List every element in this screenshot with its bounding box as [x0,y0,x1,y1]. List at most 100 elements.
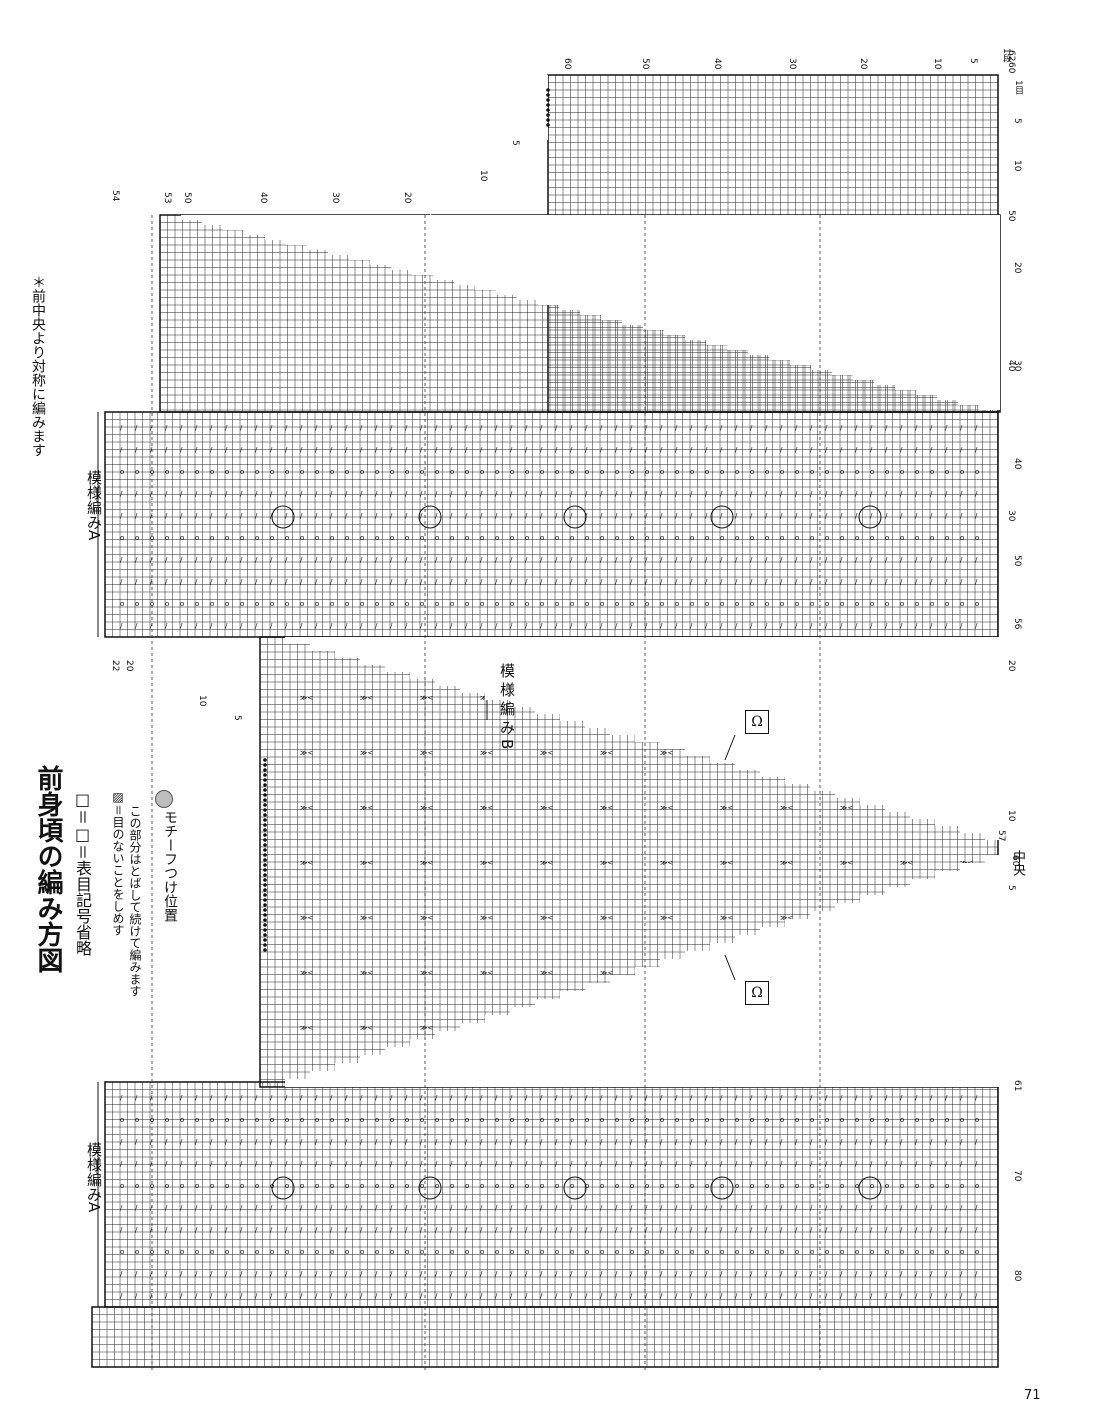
lace-symbol: / [840,424,843,432]
lace-symbol: / [120,1204,123,1212]
lace-symbol: / [195,1270,198,1278]
lace-symbol: / [375,1094,378,1102]
lace-symbol: / [840,1292,843,1300]
lace-symbol: / [690,512,693,520]
lace-symbol: / [450,556,453,564]
lace-symbol: / [510,578,513,586]
lace-symbol: / [705,446,708,454]
lace-symbol: / [180,1094,183,1102]
lace-symbol: / [915,490,918,498]
shoulder-bindoff-dot [546,123,550,127]
lace-symbol: / [255,556,258,564]
lace-symbol: / [900,1160,903,1168]
lace-symbol: o [165,468,169,476]
lace-symbol: / [135,1094,138,1102]
cable-symbol: ≫< [480,859,493,867]
lace-symbol: o [615,600,619,608]
lace-symbol: / [525,1094,528,1102]
lace-symbol: o [555,1116,559,1124]
cable-symbol: ≫< [420,749,433,757]
lace-symbol: / [330,1226,333,1234]
lace-symbol: / [585,578,588,586]
lace-symbol: / [660,622,663,630]
lace-symbol: / [150,1204,153,1212]
cable-symbol: ≫< [540,804,553,812]
lace-symbol: / [315,1138,318,1146]
lace-symbol: o [465,600,469,608]
lace-symbol: / [480,490,483,498]
lace-symbol: / [300,446,303,454]
lace-symbol: o [435,1116,439,1124]
lace-symbol: / [690,1160,693,1168]
lace-symbol: o [495,534,499,542]
lace-symbol: o [525,534,529,542]
lace-symbol: o [885,1248,889,1256]
neckline-bindoff-dot [263,863,267,867]
lace-symbol: / [120,578,123,586]
lace-symbol: o [975,1116,979,1124]
lace-symbol: o [375,1248,379,1256]
lace-symbol: / [600,1204,603,1212]
lace-symbol: o [840,1248,844,1256]
lace-symbol: / [975,1292,978,1300]
lace-symbol: / [720,512,723,520]
lace-symbol: / [585,1270,588,1278]
lace-symbol: / [510,424,513,432]
shoulder-bindoff-dot [546,93,550,97]
lace-symbol: o [420,1182,424,1190]
lace-symbol: / [180,578,183,586]
lace-symbol: o [570,468,574,476]
lace-symbol: / [735,556,738,564]
lace-symbol: o [345,468,349,476]
lace-symbol: / [465,1160,468,1168]
lace-symbol: / [225,1094,228,1102]
lace-symbol: / [690,1226,693,1234]
lace-symbol: / [240,1094,243,1102]
lace-symbol: o [150,1182,154,1190]
lace-symbol: / [975,424,978,432]
lace-symbol: / [285,1292,288,1300]
lace-symbol: / [600,490,603,498]
lace-symbol: / [570,1138,573,1146]
lace-symbol: o [810,1182,814,1190]
lace-symbol: o [270,600,274,608]
lace-symbol: o [570,1182,574,1190]
lace-symbol: / [840,1226,843,1234]
lace-symbol: / [405,1160,408,1168]
lace-symbol: / [675,512,678,520]
motif-position-circle [563,1176,587,1200]
lace-symbol: o [195,534,199,542]
lace-symbol: o [315,468,319,476]
lace-symbol: / [540,490,543,498]
lace-symbol: / [555,1138,558,1146]
lace-symbol: / [915,424,918,432]
lace-symbol: / [210,1270,213,1278]
lace-symbol: / [630,1270,633,1278]
lace-symbol: / [120,1270,123,1278]
lace-symbol: / [600,512,603,520]
lace-symbol: / [120,1160,123,1168]
lace-symbol: / [360,556,363,564]
lace-symbol: / [270,622,273,630]
lace-symbol: o [405,1116,409,1124]
lace-symbol: / [135,556,138,564]
lace-symbol: / [960,424,963,432]
lace-symbol: / [975,490,978,498]
lace-symbol: / [915,1204,918,1212]
lace-symbol: / [540,446,543,454]
lace-symbol: o [555,468,559,476]
lace-symbol: o [285,1182,289,1190]
cable-symbol: ≫< [300,1024,313,1032]
lace-symbol: / [930,1138,933,1146]
lace-symbol: / [510,1160,513,1168]
center-mark-60: 60 [1010,855,1020,867]
cable-symbol: ≫< [420,804,433,812]
lace-symbol: / [780,1094,783,1102]
lace-symbol: / [960,1138,963,1146]
lace-symbol: / [885,424,888,432]
motif-position-circle [710,1176,734,1200]
cable-symbol: ≫< [360,804,373,812]
lace-symbol: o [900,468,904,476]
lace-symbol: o [765,1248,769,1256]
